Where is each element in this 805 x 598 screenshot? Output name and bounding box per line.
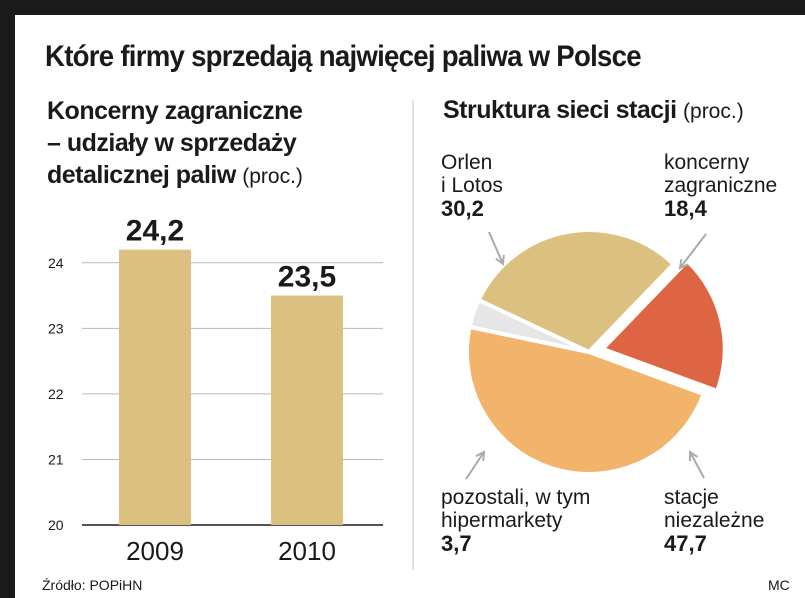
bar — [119, 249, 191, 525]
pie-subtitle-unit: (proc.) — [683, 100, 744, 123]
frame-left-border — [0, 0, 15, 598]
y-tick-label: 22 — [48, 386, 64, 402]
pie-label-independent-line1: stacje — [664, 486, 719, 509]
pie-label-orlen-lotos-line1: Orlen — [441, 151, 493, 174]
bar — [271, 295, 343, 525]
pie-slice-independent — [465, 324, 706, 476]
pie-value-foreign: 18,4 — [664, 196, 707, 221]
infographic-title: Które firmy sprzedają najwięcej paliwa w… — [45, 40, 642, 73]
callout-arrow-orlen-lotos-head — [495, 254, 505, 266]
callout-arrow-independent-head — [688, 450, 699, 462]
pie-slice-other — [467, 298, 591, 354]
y-tick-label: 23 — [48, 320, 64, 336]
panel-divider — [412, 100, 414, 570]
pie-label-foreign-line2: zagraniczne — [664, 174, 778, 197]
callout-arrow-foreign — [679, 233, 707, 269]
x-tick-label: 2010 — [278, 536, 336, 566]
callout-arrow-other-head — [475, 450, 486, 462]
pie-label-foreign-line1: koncerny — [664, 151, 750, 174]
frame-top-border — [0, 0, 805, 15]
x-tick-label: 2009 — [126, 536, 184, 566]
callout-arrow-foreign-head — [678, 258, 689, 270]
bar-chart-subtitle: Koncerny zagraniczne – udziały w sprzeda… — [47, 95, 407, 193]
pie-label-other-line2: hipermarkety — [441, 509, 563, 532]
author-credit: MC — [768, 577, 790, 593]
pie-label-independent-line2: niezależne — [664, 509, 765, 532]
y-tick-label: 20 — [48, 517, 64, 533]
pie-value-orlen-lotos: 30,2 — [441, 196, 484, 221]
pie-subtitle-text: Struktura sieci stacji — [443, 96, 677, 124]
bar-subtitle-line2: – udziały w sprzedaży — [47, 129, 297, 157]
pie-value-other: 3,7 — [441, 531, 472, 556]
pie-label-other-line1: pozostali, w tym — [441, 486, 591, 509]
bar-subtitle-line3: detalicznej paliw — [47, 161, 236, 189]
pie-chart-subtitle: Struktura sieci stacji (proc.) — [443, 96, 744, 125]
bar-value-label: 24,2 — [126, 215, 184, 248]
callout-arrow-independent — [689, 451, 705, 479]
pie-label-independent: stacje niezależne 47,7 — [664, 486, 764, 555]
pie-slice-foreign — [600, 258, 727, 393]
source-note: Źródło: POPiHN — [42, 577, 143, 593]
pie-label-other: pozostali, w tym hipermarkety 3,7 — [441, 486, 590, 555]
y-tick-label: 24 — [48, 255, 64, 271]
pie-label-orlen-lotos-line2: i Lotos — [441, 174, 503, 197]
y-tick-label: 21 — [48, 451, 64, 467]
callout-arrow-other — [465, 451, 485, 480]
bar-subtitle-line1: Koncerny zagraniczne — [47, 97, 303, 125]
pie-value-independent: 47,7 — [664, 531, 707, 556]
bar-subtitle-unit: (proc.) — [242, 165, 303, 188]
bar-value-label: 23,5 — [278, 261, 336, 294]
callout-arrow-orlen-lotos — [488, 231, 504, 265]
pie-label-foreign: koncerny zagraniczne 18,4 — [664, 151, 777, 220]
pie-label-orlen-lotos: Orlen i Lotos 30,2 — [441, 151, 503, 220]
